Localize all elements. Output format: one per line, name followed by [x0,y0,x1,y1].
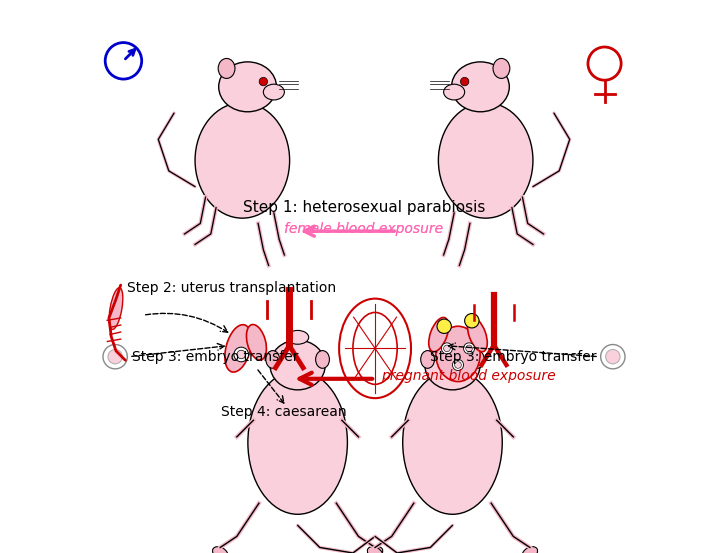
Ellipse shape [213,547,228,553]
Ellipse shape [218,62,277,112]
Text: female blood exposure: female blood exposure [285,222,443,237]
Circle shape [437,319,451,333]
Circle shape [464,343,475,354]
Ellipse shape [287,331,309,344]
Ellipse shape [266,351,280,368]
Ellipse shape [195,103,290,218]
Ellipse shape [441,331,464,344]
Ellipse shape [316,351,330,368]
Ellipse shape [109,288,123,330]
Text: female blood exposure: female blood exposure [285,222,443,237]
Ellipse shape [443,84,464,100]
Circle shape [601,345,625,369]
Ellipse shape [425,340,480,390]
Ellipse shape [247,325,266,360]
Circle shape [234,347,248,362]
Ellipse shape [470,351,484,368]
Ellipse shape [403,371,502,514]
Circle shape [237,350,245,359]
Ellipse shape [225,325,252,372]
Ellipse shape [368,547,383,553]
Ellipse shape [270,340,325,390]
Text: Step 2: uterus transplantation: Step 2: uterus transplantation [127,280,336,295]
Text: Step 4: caesarean: Step 4: caesarean [221,405,347,419]
Circle shape [460,77,469,86]
Circle shape [443,345,450,352]
Circle shape [441,343,453,354]
Ellipse shape [438,103,533,218]
Circle shape [103,345,127,369]
Circle shape [453,359,464,371]
Ellipse shape [368,547,383,553]
Text: Step 1: heterosexual parabiosis: Step 1: heterosexual parabiosis [243,200,485,215]
Circle shape [259,77,268,86]
Text: Step 3: embryo transfer: Step 3: embryo transfer [430,349,596,364]
Ellipse shape [429,317,448,352]
Circle shape [108,349,122,364]
Circle shape [606,349,620,364]
Ellipse shape [493,59,510,79]
Ellipse shape [264,84,285,100]
Ellipse shape [451,62,510,112]
Ellipse shape [248,371,347,514]
Text: Step 3: embryo transfer: Step 3: embryo transfer [132,349,298,364]
Ellipse shape [522,547,537,553]
Ellipse shape [467,317,487,352]
Ellipse shape [436,326,480,382]
Ellipse shape [218,59,235,79]
Text: pregnant blood exposure: pregnant blood exposure [381,369,555,383]
Circle shape [466,345,472,352]
Circle shape [455,362,462,368]
Ellipse shape [421,351,435,368]
Circle shape [464,314,479,328]
